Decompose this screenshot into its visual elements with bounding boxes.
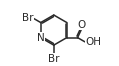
Text: O: O xyxy=(77,20,85,30)
Text: N: N xyxy=(37,33,45,43)
Text: OH: OH xyxy=(86,37,102,47)
Text: Br: Br xyxy=(48,54,60,64)
Text: Br: Br xyxy=(22,13,33,23)
